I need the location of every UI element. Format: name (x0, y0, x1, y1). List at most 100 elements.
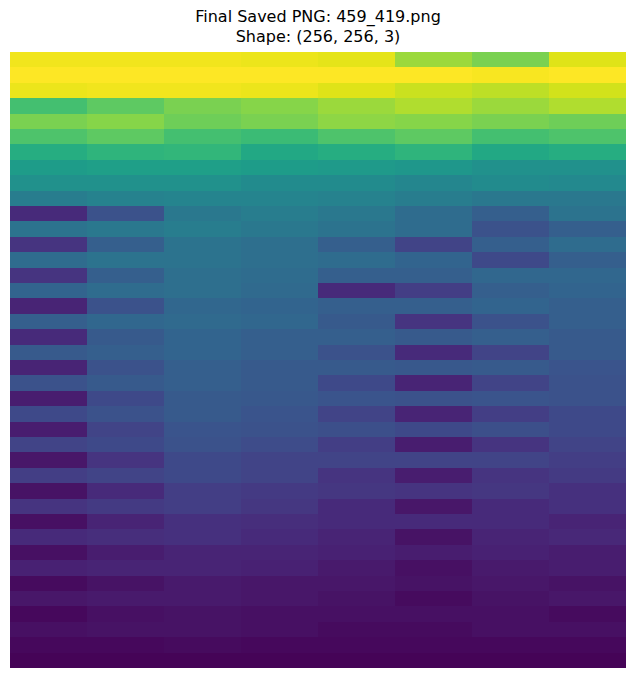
heatmap-cell (10, 483, 88, 499)
heatmap-cell (318, 345, 396, 361)
heatmap-cell (395, 283, 473, 299)
heatmap-cell (318, 144, 396, 160)
heatmap-cell (241, 83, 319, 99)
heatmap-cell (10, 653, 88, 668)
heatmap-cell (10, 622, 88, 638)
heatmap-cell (549, 221, 626, 237)
heatmap-cell (10, 298, 88, 314)
heatmap-cell (10, 268, 88, 284)
heatmap-cell (164, 360, 242, 376)
heatmap-cell (395, 98, 473, 114)
heatmap-cell (164, 483, 242, 499)
heatmap-cell (395, 237, 473, 253)
heatmap-cell (10, 606, 88, 622)
heatmap-cell (241, 329, 319, 345)
heatmap-cell (87, 221, 165, 237)
heatmap-cell (318, 175, 396, 191)
heatmap-cell (87, 606, 165, 622)
heatmap-cell (472, 437, 550, 453)
heatmap-cell (87, 268, 165, 284)
heatmap-cell (549, 314, 626, 330)
heatmap-cell (10, 529, 88, 545)
heatmap-cell (241, 545, 319, 561)
heatmap-cell (164, 560, 242, 576)
heatmap-cell (164, 206, 242, 222)
heatmap-cell (241, 468, 319, 484)
heatmap-cell (395, 129, 473, 145)
heatmap-cell (472, 606, 550, 622)
heatmap-cell (87, 144, 165, 160)
heatmap-cell (395, 221, 473, 237)
heatmap-cell (472, 114, 550, 130)
heatmap-cell (472, 191, 550, 207)
heatmap-cell (395, 622, 473, 638)
heatmap-cell (87, 237, 165, 253)
heatmap-cell (164, 375, 242, 391)
heatmap-cell (395, 314, 473, 330)
heatmap-cell (549, 591, 626, 607)
heatmap-cell (241, 483, 319, 499)
heatmap-cell (395, 329, 473, 345)
heatmap-cell (549, 576, 626, 592)
heatmap-cell (87, 514, 165, 530)
heatmap-cell (10, 391, 88, 407)
heatmap-cell (318, 206, 396, 222)
heatmap-cell (241, 560, 319, 576)
heatmap-cell (318, 98, 396, 114)
heatmap-cell (549, 67, 626, 83)
heatmap-cell (472, 252, 550, 268)
heatmap-cell (241, 422, 319, 438)
heatmap-cell (241, 237, 319, 253)
heatmap-cell (164, 144, 242, 160)
heatmap-cell (10, 514, 88, 530)
heatmap-cell (164, 221, 242, 237)
heatmap-cell (549, 483, 626, 499)
heatmap-cell (241, 144, 319, 160)
heatmap-cell (87, 483, 165, 499)
heatmap-cell (472, 422, 550, 438)
heatmap-cell (10, 360, 88, 376)
heatmap-cell (10, 345, 88, 361)
heatmap-cell (241, 406, 319, 422)
heatmap-cell (10, 499, 88, 515)
heatmap-cell (10, 160, 88, 176)
heatmap-cell (164, 67, 242, 83)
heatmap-cell (164, 252, 242, 268)
heatmap-cell (472, 283, 550, 299)
heatmap-cell (318, 252, 396, 268)
heatmap-cell (472, 144, 550, 160)
heatmap-cell (10, 144, 88, 160)
heatmap-cell (395, 67, 473, 83)
heatmap-cell (395, 637, 473, 653)
heatmap-cell (241, 283, 319, 299)
heatmap-cell (10, 83, 88, 99)
heatmap-cell (549, 653, 626, 668)
heatmap-cell (395, 252, 473, 268)
heatmap-cell (318, 422, 396, 438)
heatmap-cell (318, 653, 396, 668)
heatmap-cell (549, 622, 626, 638)
heatmap-cell (164, 175, 242, 191)
heatmap-cell (164, 114, 242, 130)
heatmap-cell (10, 406, 88, 422)
heatmap-cell (241, 345, 319, 361)
heatmap-cell (87, 129, 165, 145)
heatmap-cell (164, 622, 242, 638)
heatmap-cell (241, 314, 319, 330)
heatmap-cell (87, 360, 165, 376)
heatmap-cell (87, 529, 165, 545)
heatmap-cell (318, 191, 396, 207)
heatmap-cell (241, 160, 319, 176)
heatmap-cell (395, 406, 473, 422)
heatmap-cell (549, 545, 626, 561)
heatmap-cell (472, 83, 550, 99)
heatmap-cell (549, 391, 626, 407)
heatmap-cell (472, 237, 550, 253)
heatmap-cell (318, 67, 396, 83)
heatmap-cell (164, 637, 242, 653)
heatmap-cell (10, 576, 88, 592)
heatmap-cell (395, 298, 473, 314)
heatmap-cell (241, 67, 319, 83)
heatmap-cell (549, 98, 626, 114)
heatmap-cell (87, 83, 165, 99)
